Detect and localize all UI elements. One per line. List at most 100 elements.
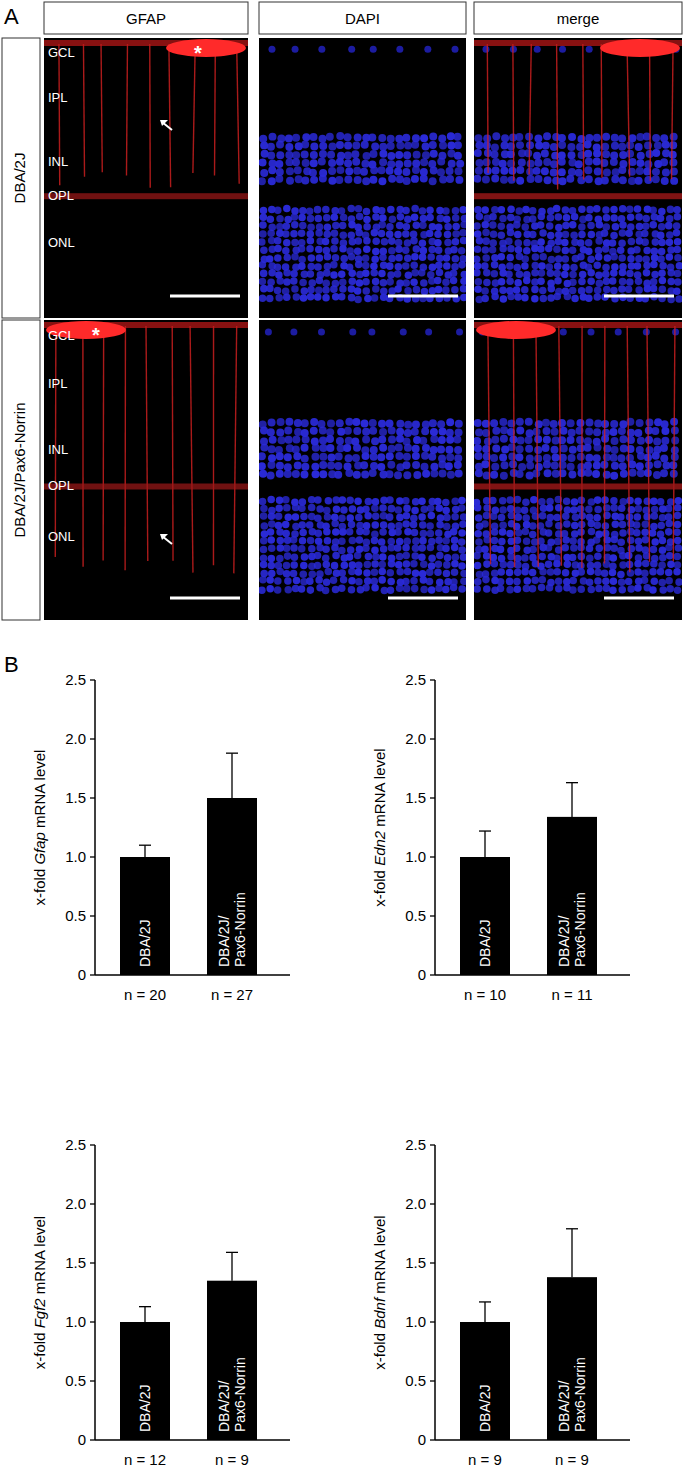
nucleus [514, 585, 522, 593]
nucleus [585, 157, 593, 165]
nucleus [586, 545, 594, 553]
nucleus [403, 223, 411, 231]
nucleus [276, 140, 284, 148]
nucleus [330, 576, 338, 584]
nucleus [404, 160, 412, 168]
nucleus [454, 446, 462, 454]
nucleus [323, 561, 331, 569]
nucleus [260, 537, 268, 545]
nucleus [378, 134, 386, 142]
nucleus [625, 578, 633, 586]
nucleus [575, 169, 583, 177]
nucleus [675, 544, 682, 552]
nucleus [551, 428, 559, 436]
nucleus [400, 329, 407, 336]
nucleus [328, 454, 336, 462]
nucleus [402, 461, 410, 469]
nucleus [370, 46, 377, 53]
nucleus [395, 246, 403, 254]
nucleus [586, 46, 593, 53]
nucleus [294, 166, 302, 174]
nucleus [286, 167, 294, 175]
nucleus [348, 568, 356, 576]
nucleus [561, 271, 569, 279]
nucleus [562, 206, 570, 214]
glial-fiber [82, 326, 84, 567]
nucleus [507, 206, 515, 214]
nucleus [322, 587, 330, 595]
nucleus [378, 436, 386, 444]
opl-band [474, 193, 682, 199]
nucleus [548, 256, 556, 264]
nucleus [572, 514, 580, 522]
nucleus [344, 175, 352, 183]
nucleus [635, 255, 643, 263]
nucleus [521, 294, 529, 302]
nucleus [421, 463, 429, 471]
nucleus [444, 231, 452, 239]
nucleus [363, 208, 371, 216]
nucleus [561, 239, 569, 247]
nucleus [546, 584, 554, 592]
nucleus [665, 528, 673, 536]
nucleus [387, 206, 395, 214]
nucleus [394, 270, 402, 278]
nucleus [331, 562, 339, 570]
nucleus [491, 151, 499, 159]
nucleus [659, 277, 667, 285]
nucleus [259, 576, 267, 584]
nucleus [293, 452, 301, 460]
nucleus [338, 270, 346, 278]
nucleus [443, 570, 451, 578]
nucleus [435, 529, 443, 537]
nucleus [422, 143, 430, 151]
nucleus [275, 512, 283, 520]
nucleus [610, 158, 618, 166]
nucleus [396, 584, 404, 592]
nucleus [602, 530, 610, 538]
nucleus [483, 512, 491, 520]
nucleus [569, 278, 577, 286]
nucleus [292, 513, 300, 521]
nucleus [372, 553, 380, 561]
nucleus [474, 562, 481, 570]
nucleus [609, 239, 617, 247]
nucleus [266, 295, 274, 303]
nucleus [435, 504, 443, 512]
nucleus [345, 454, 353, 462]
nucleus [576, 419, 584, 427]
nucleus [365, 553, 373, 561]
nucleus [336, 437, 344, 445]
nucleus [568, 471, 576, 479]
nucleus [276, 470, 284, 478]
nucleus [429, 264, 437, 272]
nucleus [569, 446, 577, 454]
nucleus [278, 436, 286, 444]
nucleus [404, 429, 412, 437]
nucleus [386, 278, 394, 286]
nucleus [276, 452, 284, 460]
nucleus [332, 222, 340, 230]
nucleus [362, 278, 370, 286]
nucleus [516, 166, 524, 174]
nucleus [283, 222, 291, 230]
nucleus [396, 175, 404, 183]
nucleus [619, 176, 627, 184]
nucleus [667, 269, 675, 277]
nucleus [318, 158, 326, 166]
nucleus [301, 553, 309, 561]
nucleus [514, 231, 522, 239]
nucleus [577, 239, 585, 247]
nucleus [435, 536, 443, 544]
nucleus [388, 175, 396, 183]
nucleus [371, 505, 379, 513]
image-background [259, 320, 466, 620]
nucleus [666, 552, 674, 560]
nucleus [387, 142, 395, 150]
nucleus [543, 158, 551, 166]
nucleus [543, 427, 551, 435]
nucleus [378, 568, 386, 576]
nucleus [355, 514, 363, 522]
nucleus [331, 237, 339, 245]
nucleus [500, 167, 508, 175]
